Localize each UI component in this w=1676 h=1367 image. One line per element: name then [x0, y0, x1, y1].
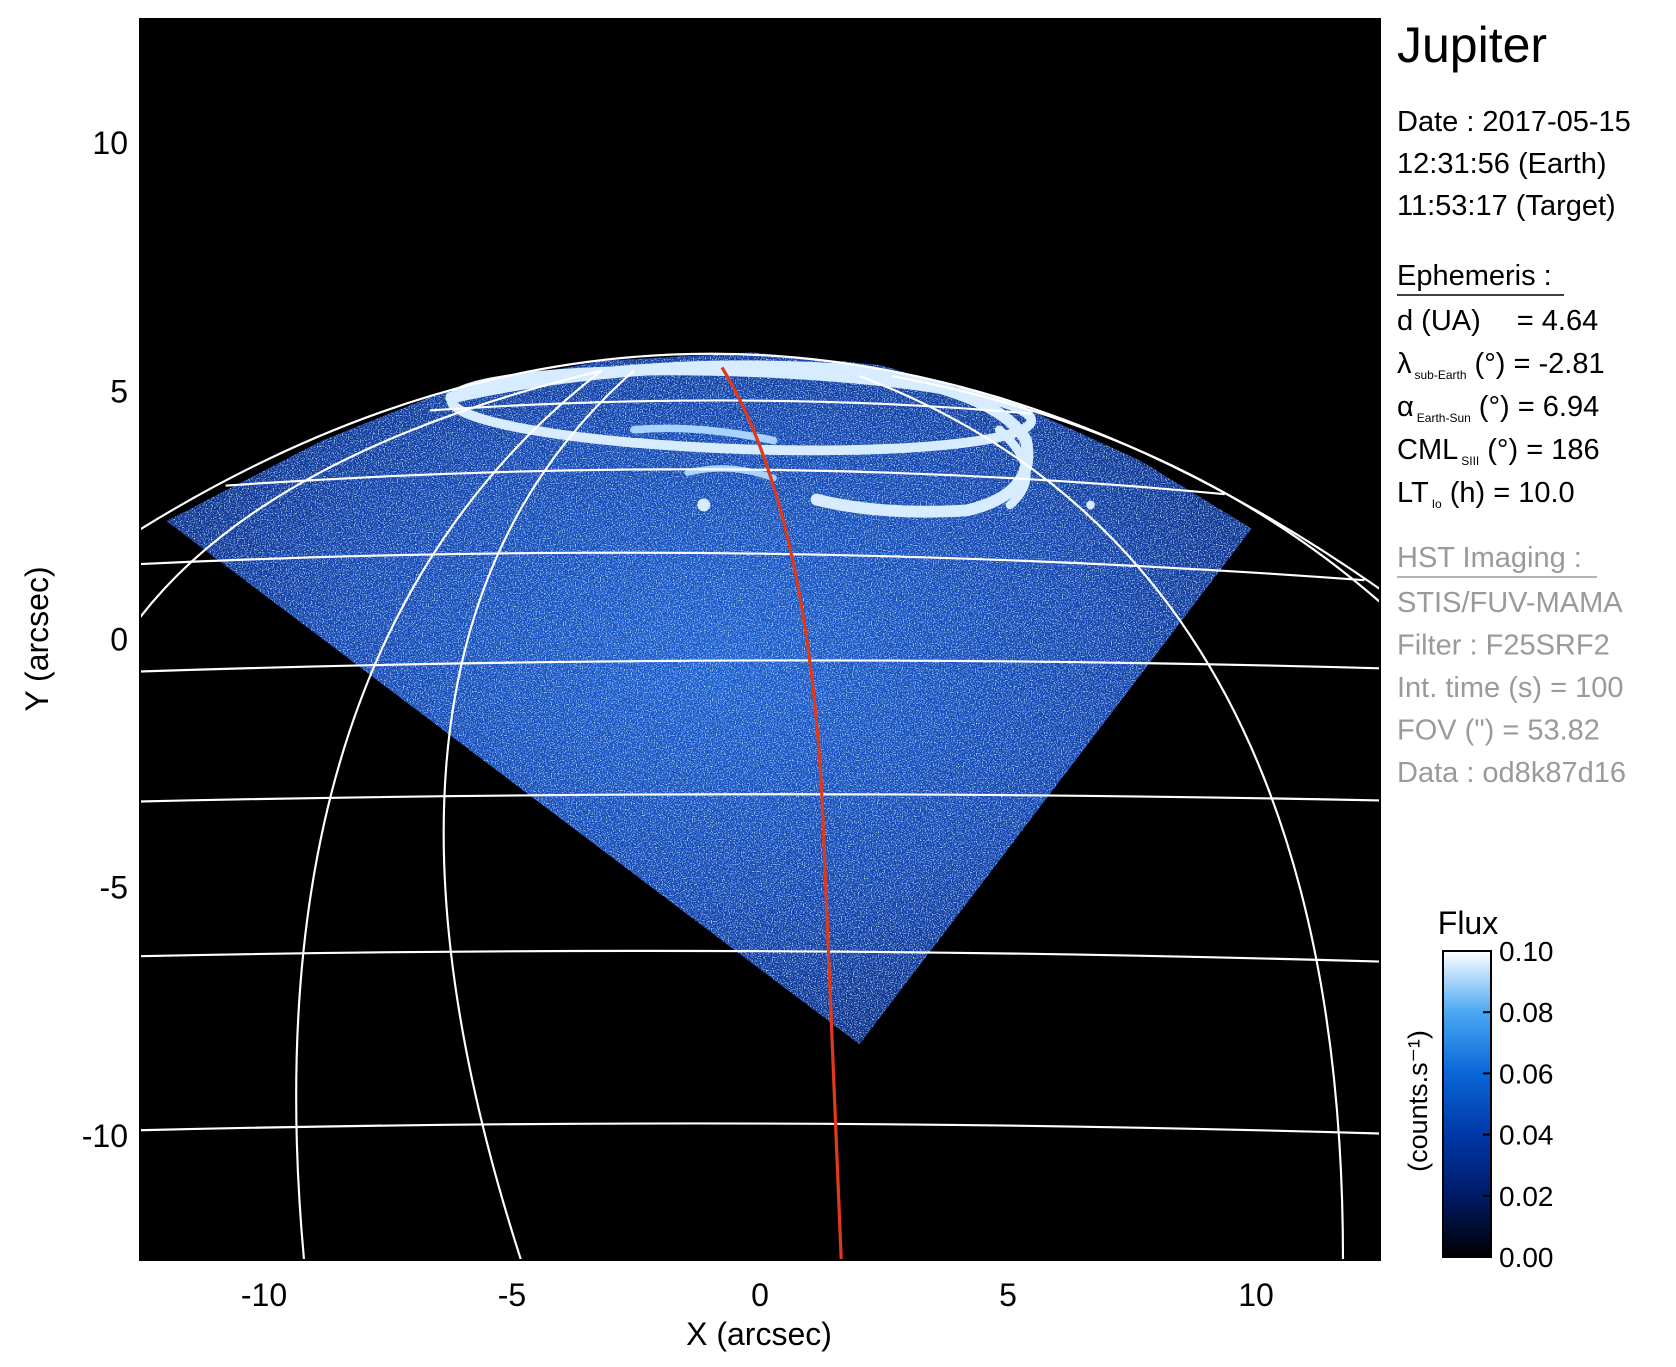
- colorbar-tick-label: 0.02: [1499, 1181, 1554, 1212]
- y-tick-label: 5: [110, 373, 128, 409]
- ephemeris-value: (°) = 186: [1487, 434, 1599, 466]
- colorbar-tick-label: 0.06: [1499, 1058, 1554, 1089]
- x-tick-label: 5: [999, 1277, 1017, 1313]
- y-tick-label: -10: [82, 1118, 128, 1154]
- x-tick-label: 0: [751, 1277, 769, 1313]
- x-axis-label: X (arcsec): [686, 1316, 832, 1352]
- ephemeris-value: (°) = 6.94: [1479, 391, 1599, 423]
- ephemeris-symbol: CML: [1397, 434, 1458, 466]
- ephemeris-subscript: sub-Earth: [1415, 368, 1467, 382]
- x-tick-label: -5: [498, 1277, 526, 1313]
- ephemeris-line: LT Io (h) = 10.0: [1397, 477, 1575, 511]
- imaging-line: FOV (") = 53.82: [1397, 715, 1600, 747]
- colorbar-tick-label: 0.00: [1499, 1242, 1554, 1273]
- ephemeris-symbol: λ: [1397, 348, 1412, 380]
- ephemeris-symbol: d (UA): [1397, 305, 1481, 337]
- colorbar-unit: (counts.s⁻¹): [1403, 1030, 1433, 1172]
- ephemeris-title: Ephemeris :: [1397, 260, 1552, 292]
- colorbar-label: Flux: [1438, 905, 1498, 941]
- y-axis-label: Y (arcsec): [19, 566, 55, 711]
- imaging-line: Int. time (s) = 100: [1397, 672, 1623, 704]
- imaging-line: Filter : F25SRF2: [1397, 630, 1610, 662]
- date-line: 11:53:17 (Target): [1397, 190, 1616, 222]
- ephemeris-line: α Earth-Sun (°) = 6.94: [1397, 391, 1599, 425]
- chart-title: Jupiter: [1397, 17, 1547, 73]
- date-line: 12:31:56 (Earth): [1397, 148, 1607, 180]
- x-tick-label: 10: [1238, 1277, 1274, 1313]
- colorbar-tick-label: 0.08: [1499, 997, 1554, 1028]
- ephemeris-symbol: LT: [1397, 477, 1429, 509]
- ephemeris-line: λ sub-Earth (°) = -2.81: [1397, 348, 1605, 382]
- info-panel: Date : 2017-05-15 12:31:56 (Earth) 11:53:1…: [1397, 106, 1631, 789]
- ephemeris-value: = 4.64: [1517, 305, 1598, 337]
- x-tick-label: -10: [241, 1277, 287, 1313]
- date-line: Date : 2017-05-15: [1397, 106, 1631, 138]
- central-meridian: [720, 366, 843, 1260]
- imaging-line: STIS/FUV-MAMA: [1397, 587, 1623, 619]
- colorbar-tick-label: 0.10: [1499, 936, 1554, 967]
- ephemeris-subscript: Io: [1432, 497, 1442, 511]
- ephemeris-line: d (UA) = 4.64: [1397, 305, 1598, 337]
- y-tick-label: 10: [92, 125, 128, 161]
- noise: [166, 352, 1252, 1045]
- ephemeris-value: (h) = 10.0: [1450, 477, 1575, 509]
- colorbar: [1442, 950, 1492, 1258]
- ephemeris-line: CML SIII (°) = 186: [1397, 434, 1600, 468]
- ephemeris-subscript: SIII: [1461, 454, 1479, 468]
- ephemeris-symbol: α: [1397, 391, 1414, 423]
- imaging-line: Data : od8k87d16: [1397, 757, 1626, 789]
- imaging-title: HST Imaging :: [1397, 542, 1582, 574]
- image: [140, 352, 1380, 1260]
- ephemeris-subscript: Earth-Sun: [1417, 411, 1471, 425]
- y-tick-label: 0: [110, 622, 128, 658]
- colorbar-tick-label: 0.04: [1499, 1120, 1554, 1151]
- ephemeris-value: (°) = -2.81: [1475, 348, 1605, 380]
- y-tick-label: -5: [100, 870, 128, 906]
